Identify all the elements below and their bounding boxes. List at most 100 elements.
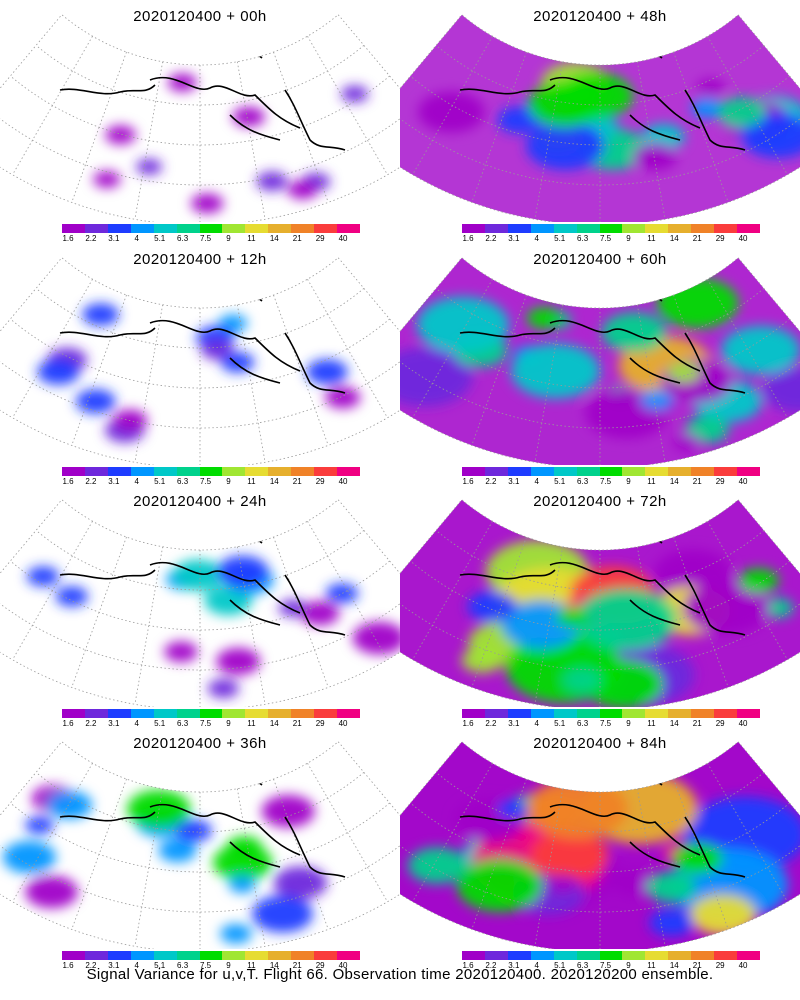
colorbar-swatch: [84, 951, 108, 960]
colorbar-label: 2.2: [85, 234, 97, 243]
colorbar-label: 1.6: [462, 719, 474, 728]
variance-map: [0, 741, 400, 949]
colorbar-swatch: [222, 709, 246, 718]
colorbar-swatch: [268, 709, 292, 718]
colorbar-label: 40: [338, 961, 348, 970]
variance-map: [400, 14, 800, 222]
colorbar-swatch: [222, 951, 246, 960]
colorbar-swatch: [62, 709, 85, 718]
colorbar-label: 14: [269, 234, 279, 243]
colorbar-swatch: [484, 951, 508, 960]
colorbar-label: 3.1: [108, 961, 120, 970]
colorbar-labels: 1.6 2.2 3.1 4 5.1 6.3 7.5 9 11 14 21 29 40: [0, 961, 400, 973]
variance-shading: [400, 257, 800, 465]
colorbar-swatch: [530, 467, 554, 476]
colorbar-label: 9: [226, 719, 231, 728]
colorbar-label: 11: [647, 477, 656, 486]
panel-title: 2020120400 + 12h: [133, 251, 267, 268]
colorbar-label: 6.3: [177, 961, 189, 970]
colorbar-label: 29: [315, 477, 325, 486]
colorbar-label: 4: [134, 234, 139, 243]
colorbar-swatch: [484, 224, 508, 233]
panel-title: 2020120400 + 60h: [533, 251, 667, 268]
colorbar-label: 14: [669, 234, 679, 243]
colorbar-label: 7.5: [599, 477, 612, 486]
colorbar-swatch: [668, 709, 692, 718]
colorbar-swatch: [507, 951, 531, 960]
colorbar-label: 29: [315, 234, 325, 243]
colorbar-label: 2.2: [85, 719, 97, 728]
colorbar-label: 29: [715, 961, 725, 970]
colorbar-label: 6.3: [177, 719, 189, 728]
colorbar-label: 7.5: [199, 477, 212, 486]
colorbar-label: 5.1: [554, 719, 566, 728]
colorbar-label: 4: [534, 961, 539, 970]
colorbar-label: 9: [626, 234, 631, 243]
colorbar-label: 21: [292, 234, 302, 243]
colorbar-label: 6.3: [577, 234, 589, 243]
colorbar-label: 11: [647, 719, 656, 728]
colorbar-label: 1.6: [62, 234, 74, 243]
colorbar-label: 2.2: [85, 477, 97, 486]
colorbar-swatch: [462, 951, 485, 960]
colorbar-swatch: [462, 467, 485, 476]
colorbar-labels: 1.6 2.2 3.1 4 5.1 6.3 7.5 9 11 14 21 29 40: [0, 477, 400, 489]
colorbar-swatch: [268, 951, 292, 960]
colorbar-swatch: [553, 467, 577, 476]
colorbar-swatch: [553, 951, 577, 960]
colorbar: [62, 951, 360, 960]
colorbar-label: 21: [292, 477, 302, 486]
colorbar-swatch: [645, 467, 669, 476]
colorbar-label: 14: [669, 961, 679, 970]
colorbar: [462, 951, 760, 960]
colorbar-label: 9: [226, 477, 231, 486]
colorbar-swatch: [691, 224, 715, 233]
colorbar-label: 5.1: [554, 961, 566, 970]
colorbar-swatch: [222, 224, 246, 233]
colorbar-label: 6.3: [577, 477, 589, 486]
map-panel: 2020120400 + 00h 1.6 2.2 3.1 4 5.1 6.3 7.5 9 11 14…: [0, 0, 400, 243]
map-panel: 2020120400 + 60h 1.6 2.2 3.1 4 5.1 6.3 7.5 9 11 14…: [400, 243, 800, 486]
colorbar: [462, 709, 760, 718]
colorbar-label: 7.5: [199, 234, 212, 243]
colorbar-label: 21: [692, 719, 702, 728]
colorbar-swatch: [645, 951, 669, 960]
variance-shading: [93, 73, 369, 214]
colorbar-swatch: [130, 224, 154, 233]
colorbar-label: 21: [292, 719, 302, 728]
colorbar-swatch: [691, 951, 715, 960]
colorbar-label: 1.6: [62, 961, 74, 970]
colorbar-labels: 1.6 2.2 3.1 4 5.1 6.3 7.5 9 11 14 21 29 40: [400, 477, 800, 489]
colorbar-swatch: [507, 224, 531, 233]
colorbar-label: 14: [269, 719, 279, 728]
colorbar-label: 6.3: [177, 477, 189, 486]
colorbar-swatch: [337, 467, 360, 476]
colorbar-swatch: [130, 467, 154, 476]
colorbar-swatch: [337, 951, 360, 960]
colorbar-label: 5.1: [154, 234, 166, 243]
colorbar-swatch: [245, 951, 269, 960]
colorbar-label: 2.2: [485, 477, 497, 486]
colorbar-swatch: [153, 709, 177, 718]
colorbar-swatch: [153, 951, 177, 960]
colorbar-label: 14: [269, 477, 279, 486]
colorbar-label: 7.5: [599, 961, 612, 970]
colorbar-swatch: [176, 467, 200, 476]
colorbar-label: 2.2: [485, 234, 497, 243]
colorbar-label: 29: [715, 719, 725, 728]
colorbar-label: 6.3: [177, 234, 189, 243]
colorbar-swatch: [622, 467, 646, 476]
colorbar-swatch: [599, 951, 623, 960]
colorbar-swatch: [291, 224, 315, 233]
colorbar-label: 14: [669, 719, 679, 728]
colorbar-swatch: [176, 709, 200, 718]
colorbar-swatch: [107, 951, 131, 960]
colorbar-label: 3.1: [508, 477, 520, 486]
colorbar: [62, 709, 360, 718]
colorbar-label: 9: [626, 961, 631, 970]
coastlines: [59, 39, 346, 151]
colorbar-swatch: [245, 467, 269, 476]
colorbar-label: 1.6: [462, 961, 474, 970]
colorbar-label: 40: [338, 477, 348, 486]
colorbar-swatch: [668, 951, 692, 960]
